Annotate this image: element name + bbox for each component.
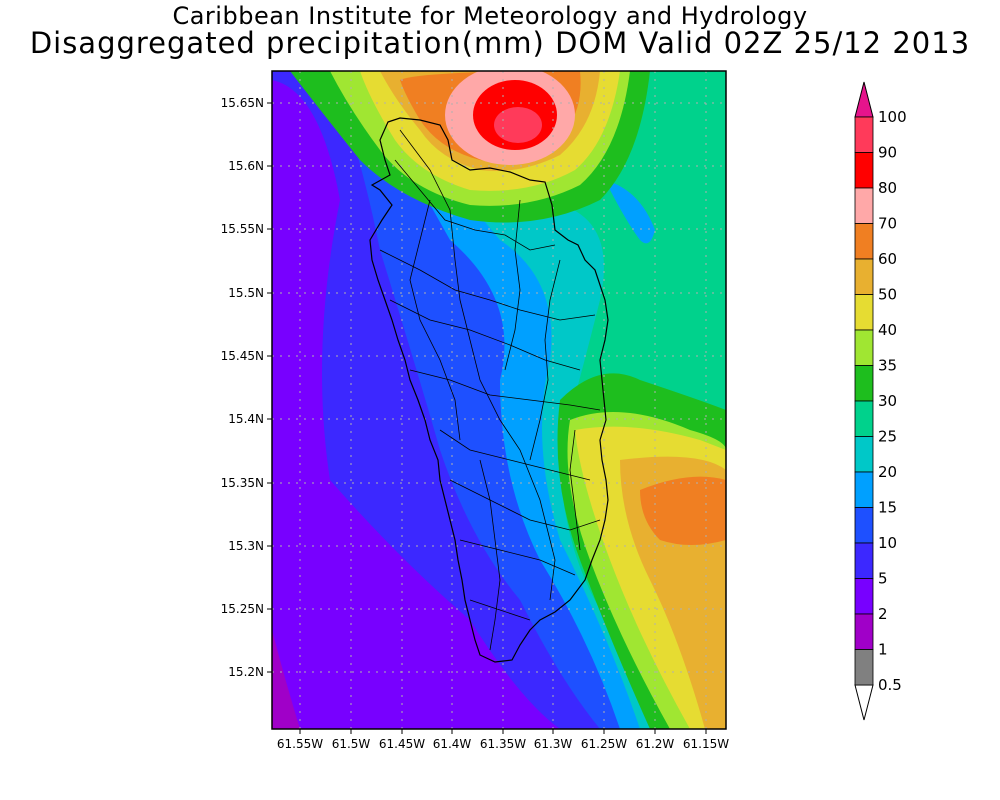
lat-label: 15.25N (221, 602, 264, 616)
lon-label: 61.25W (581, 737, 627, 751)
lon-label: 61.15W (683, 737, 729, 751)
legend-swatch (854, 365, 874, 402)
field-90mm (494, 107, 542, 143)
legend-level-label: 2 (878, 605, 888, 623)
legend-level-label: 100 (878, 108, 907, 126)
lat-label: 15.4N (228, 412, 264, 426)
lat-label: 15.35N (221, 476, 264, 490)
legend-swatch (854, 258, 874, 295)
lon-label: 61.4W (433, 737, 472, 751)
lon-label: 61.2W (636, 737, 675, 751)
legend-level-label: 1 (878, 641, 888, 659)
legend-level-label: 80 (878, 179, 897, 197)
lat-label: 15.65N (221, 96, 264, 110)
lon-label: 61.35W (480, 737, 526, 751)
lat-label: 15.6N (228, 159, 264, 173)
legend-level-label: 20 (878, 463, 897, 481)
legend-bottom-arrow (854, 684, 874, 721)
dominica-island-outline (369, 117, 609, 663)
legend-swatch (854, 578, 874, 615)
precipitation-field (272, 71, 726, 729)
lat-label: 15.5N (228, 286, 264, 300)
legend-level-label: 60 (878, 250, 897, 268)
axis-ticks (267, 102, 707, 734)
latitude-labels: 15.65N 15.6N 15.55N 15.5N 15.45N 15.4N 1… (221, 96, 264, 679)
legend-swatch (854, 542, 874, 579)
legend-level-label: 40 (878, 321, 897, 339)
field-15mm-ne (605, 180, 655, 244)
legend-level-label: 5 (878, 570, 888, 588)
legend-level-label: 70 (878, 215, 897, 233)
legend-level-label: 15 (878, 499, 897, 517)
lat-label: 15.3N (228, 539, 264, 553)
lon-label: 61.55W (277, 737, 323, 751)
legend-swatch (854, 613, 874, 650)
legend-swatch (854, 223, 874, 260)
lat-label: 15.45N (221, 349, 264, 363)
field-25mm-ne (600, 71, 726, 390)
chart-title-institute: Caribbean Institute for Meteorology and … (172, 2, 808, 30)
legend-level-label: 0.5 (878, 676, 902, 694)
lon-label: 61.3W (534, 737, 573, 751)
chart-title-product: Disaggregated precipitation(mm) DOM Vali… (29, 26, 971, 60)
legend-swatch (854, 152, 874, 189)
legend-level-label: 35 (878, 357, 897, 375)
plot-frame (271, 70, 727, 730)
legend-swatch (854, 294, 874, 331)
color-legend: 100 90 80 70 60 50 40 35 30 25 20 15 10 5 2 1 0.5 (854, 81, 907, 721)
legend-swatch (854, 116, 874, 153)
field-60mm-se (640, 476, 726, 545)
legend-swatch (854, 471, 874, 508)
legend-level-label: 50 (878, 286, 897, 304)
legend-swatch (854, 649, 874, 686)
legend-swatch (854, 436, 874, 473)
lon-label: 61.5W (332, 737, 371, 751)
legend-swatch (854, 329, 874, 366)
legend-swatch (854, 187, 874, 224)
legend-swatch (854, 507, 874, 544)
lon-label: 61.45W (379, 737, 425, 751)
legend-level-label: 25 (878, 428, 897, 446)
lat-label: 15.55N (221, 222, 264, 236)
legend-level-label: 30 (878, 392, 897, 410)
field-1mm (272, 630, 300, 729)
legend-level-label: 90 (878, 144, 897, 162)
legend-level-label: 10 (878, 534, 897, 552)
longitude-labels: 61.55W 61.5W 61.45W 61.4W 61.35W 61.3W 6… (277, 737, 729, 751)
legend-swatch (854, 400, 874, 437)
legend-top-arrow (854, 81, 874, 118)
island-interior-lines (379, 129, 601, 651)
lat-label: 15.2N (228, 665, 264, 679)
